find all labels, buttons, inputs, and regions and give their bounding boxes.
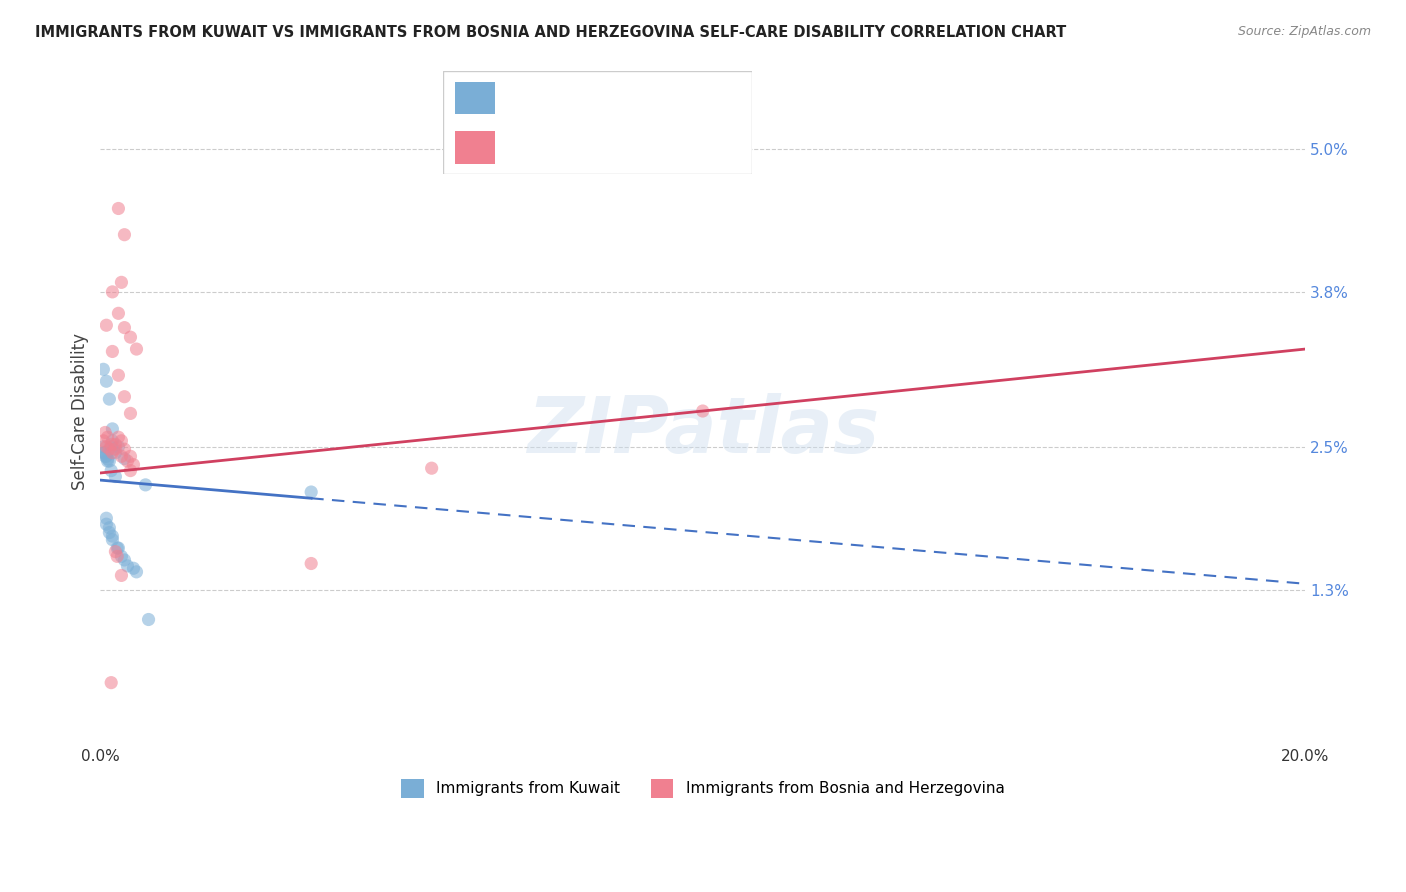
Point <box>101 446 124 460</box>
Point <box>107 202 129 216</box>
Legend: Immigrants from Kuwait, Immigrants from Bosnia and Herzegovina: Immigrants from Kuwait, Immigrants from … <box>395 772 1011 804</box>
Point <box>114 442 136 457</box>
Point <box>122 561 145 575</box>
Point <box>96 511 118 525</box>
Point <box>117 558 139 573</box>
Point <box>105 541 128 555</box>
Point <box>104 544 127 558</box>
Point <box>114 553 136 567</box>
Point <box>96 374 118 388</box>
Point <box>125 565 148 579</box>
Point <box>97 451 120 466</box>
Point <box>93 440 115 454</box>
Point <box>94 446 117 460</box>
Point <box>107 541 129 555</box>
FancyBboxPatch shape <box>456 131 495 163</box>
Point <box>100 675 122 690</box>
Point <box>98 521 121 535</box>
Point <box>101 344 124 359</box>
Point <box>104 437 127 451</box>
Point <box>120 450 142 464</box>
Point <box>110 568 132 582</box>
Point <box>117 454 139 468</box>
Point <box>299 485 322 500</box>
Point <box>114 320 136 334</box>
Point <box>98 525 121 540</box>
Point <box>135 478 157 492</box>
Point <box>101 422 124 436</box>
Text: R =: R = <box>510 90 544 105</box>
Point <box>101 529 124 543</box>
Point <box>420 461 443 475</box>
Point <box>96 450 118 464</box>
Point <box>692 404 714 418</box>
Point <box>110 276 132 290</box>
Point <box>138 613 160 627</box>
FancyBboxPatch shape <box>443 71 752 174</box>
Text: -0.059: -0.059 <box>572 90 621 105</box>
Point <box>101 533 124 547</box>
Point <box>93 362 115 376</box>
Text: N =: N = <box>641 90 675 105</box>
Point <box>107 430 129 444</box>
Point <box>107 368 129 383</box>
Point <box>98 392 121 406</box>
Point <box>101 434 124 448</box>
Text: N =: N = <box>641 140 675 155</box>
Point <box>110 434 132 448</box>
Point <box>96 517 118 532</box>
Point <box>120 330 142 344</box>
Point <box>120 406 142 420</box>
Point <box>101 285 124 299</box>
Point <box>97 454 120 468</box>
Point <box>96 440 118 454</box>
Point <box>104 469 127 483</box>
Point <box>104 446 127 460</box>
Point <box>100 440 122 454</box>
Text: 37: 37 <box>690 140 710 155</box>
Point <box>103 442 125 457</box>
Point <box>98 454 121 468</box>
Text: IMMIGRANTS FROM KUWAIT VS IMMIGRANTS FROM BOSNIA AND HERZEGOVINA SELF-CARE DISAB: IMMIGRANTS FROM KUWAIT VS IMMIGRANTS FRO… <box>35 25 1066 40</box>
Text: 0.154: 0.154 <box>572 140 616 155</box>
Point <box>122 458 145 472</box>
Point <box>125 342 148 356</box>
Point <box>105 549 128 564</box>
Point <box>104 442 127 457</box>
Point <box>299 557 322 571</box>
Text: Source: ZipAtlas.com: Source: ZipAtlas.com <box>1237 25 1371 38</box>
FancyBboxPatch shape <box>456 82 495 114</box>
Point <box>114 390 136 404</box>
Text: R =: R = <box>510 140 544 155</box>
Text: 36: 36 <box>690 90 710 105</box>
Point <box>100 464 122 478</box>
Point <box>120 464 142 478</box>
Text: ZIPatlas: ZIPatlas <box>527 393 879 469</box>
Point <box>94 425 117 440</box>
Point <box>98 442 121 457</box>
Point <box>110 450 132 464</box>
Point <box>107 440 129 454</box>
Y-axis label: Self-Care Disability: Self-Care Disability <box>72 333 89 490</box>
Point <box>96 318 118 333</box>
Point <box>110 549 132 564</box>
Point <box>100 437 122 451</box>
Point <box>114 451 136 466</box>
Point <box>114 227 136 242</box>
Point <box>94 450 117 464</box>
Point <box>107 306 129 320</box>
Point <box>97 430 120 444</box>
Point <box>93 446 115 460</box>
Point <box>93 434 115 448</box>
